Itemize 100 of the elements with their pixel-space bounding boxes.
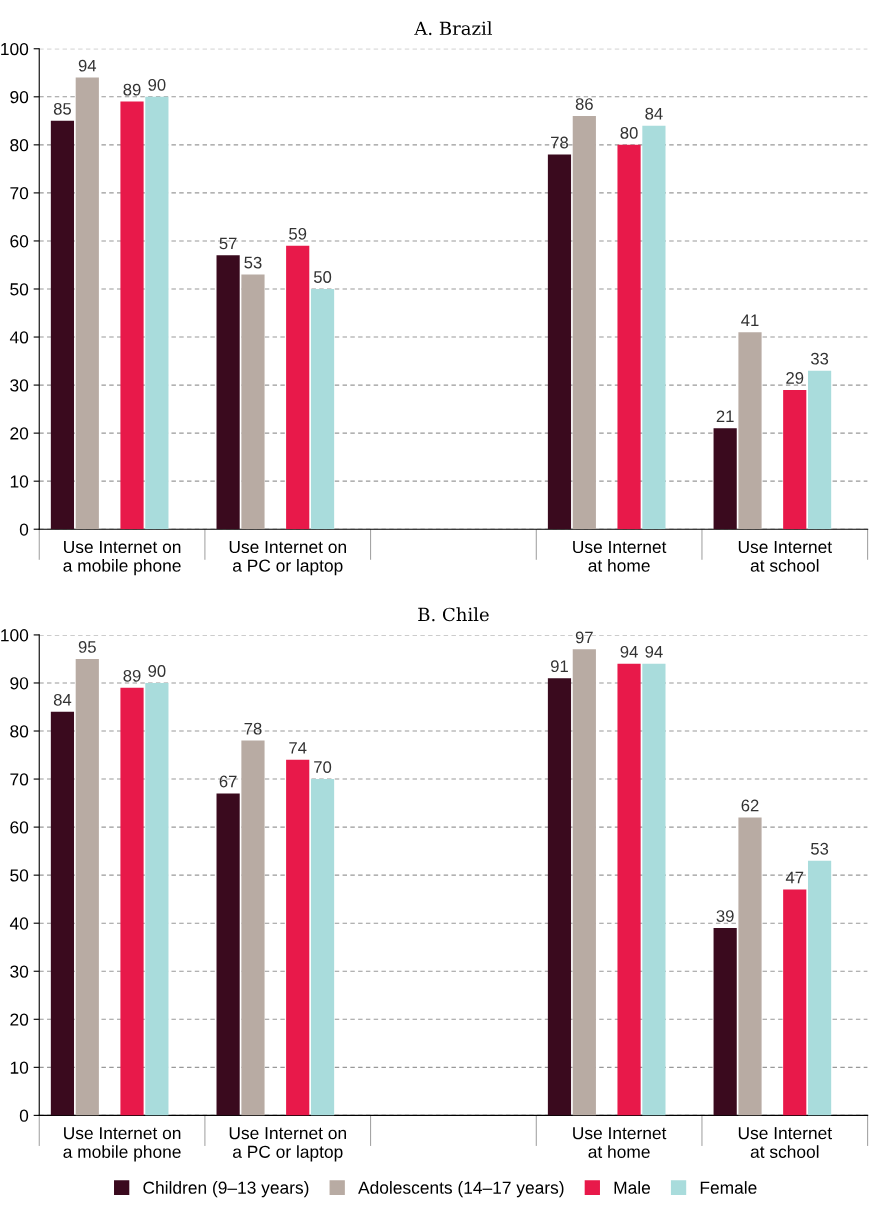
data-label: 21 [716,410,734,423]
x-tick-label: Use Internet at home [573,1127,667,1158]
data-label: 90 [148,78,166,91]
data-label: 74 [289,742,307,754]
data-label: 80 [620,126,638,139]
data-label: 41 [741,314,759,326]
y-tick-label: 100 [1,629,29,642]
bar [286,759,310,1116]
y-tick-label: 60 [10,821,29,834]
bar [310,779,335,1116]
y-tick-label: 100 [1,42,29,56]
y-tick-label: 30 [10,379,29,392]
data-label: 70 [314,761,332,773]
data-label: 84 [53,693,72,706]
bar [286,245,310,530]
bar [241,274,265,530]
y-tick-label: 0 [19,1109,29,1122]
bar [783,389,807,530]
bar [572,116,596,530]
bar [50,711,75,1116]
x-tick-label: Use Internet on a PC or laptop [229,540,346,576]
bar [738,332,762,530]
bar [75,658,99,1116]
y-tick-label: 40 [9,917,29,930]
data-label: 95 [78,641,96,653]
bar [241,740,265,1116]
data-label: 59 [289,227,307,240]
data-label: 89 [123,669,141,682]
data-label: 94 [645,645,663,658]
y-tick-label: 0 [19,523,29,536]
x-tick-label: Use Internet on a mobile phone [63,1127,181,1162]
bar [310,288,335,530]
data-label: 53 [810,842,829,855]
y-tick-label: 70 [10,187,29,200]
bar [75,77,99,530]
bar [120,101,144,530]
data-label: 90 [148,665,166,677]
data-label: 57 [219,237,237,250]
bar [808,370,832,530]
bar [216,255,240,530]
bar [808,860,832,1116]
bar [713,928,737,1116]
y-tick-label: 60 [10,235,29,248]
data-label: 53 [244,256,262,269]
y-tick-label: 20 [10,427,29,440]
legend-label: Male [614,1181,651,1194]
bar [617,144,641,530]
bar [738,817,762,1116]
data-label: 97 [575,631,593,644]
data-label: 78 [551,136,569,149]
y-tick-label: 50 [10,869,29,882]
data-label: 94 [78,59,97,72]
bar [642,663,666,1116]
bar [547,678,572,1116]
y-tick-label: 70 [10,773,29,786]
y-tick-label: 20 [10,1013,29,1026]
data-label: 50 [313,271,332,283]
bar [572,649,596,1116]
y-tick-label: 30 [10,965,29,978]
y-tick-label: 80 [10,725,29,738]
data-label: 94 [620,645,638,658]
bar [617,663,641,1116]
bar [642,125,666,530]
bar [145,96,169,530]
data-label: 91 [550,660,568,673]
data-label: 89 [123,83,141,96]
bar [216,793,240,1116]
data-label: 78 [244,722,262,735]
y-tick-label: 50 [10,283,29,296]
x-tick-label: Use Internet at school [738,1127,832,1158]
y-tick-label: 90 [10,677,29,690]
y-tick-label: 90 [10,90,29,104]
data-label: 47 [785,871,804,884]
data-label: 86 [575,98,593,110]
data-label: 84 [645,107,663,120]
bar [547,154,572,530]
data-label: 29 [786,372,804,384]
legend-label: Adolescents (14–17 years) [358,1181,564,1198]
x-tick-label: Use Internet at home [573,540,667,572]
bar [713,428,737,530]
y-tick-label: 10 [10,475,29,488]
x-tick-label: Use Internet at school [738,540,832,572]
data-label: 39 [716,910,734,922]
y-tick-label: 80 [10,139,29,152]
legend-label: Female [700,1181,757,1194]
chart-title: B. Chile [418,607,489,622]
chart-title: A. Brazil [414,21,493,36]
y-tick-label: 40 [9,331,29,344]
legend-label: Children (9–13 years) [143,1181,309,1198]
x-tick-label: Use Internet on a PC or laptop [229,1127,346,1162]
x-tick-label: Use Internet on a mobile phone [63,540,181,576]
data-label: 85 [53,102,72,115]
bar [120,687,144,1116]
y-tick-label: 10 [10,1061,29,1074]
bar [783,889,807,1116]
bar [145,682,169,1116]
data-label: 33 [810,352,829,365]
data-label: 67 [219,775,237,788]
bar [50,120,75,530]
data-label: 62 [741,799,759,812]
